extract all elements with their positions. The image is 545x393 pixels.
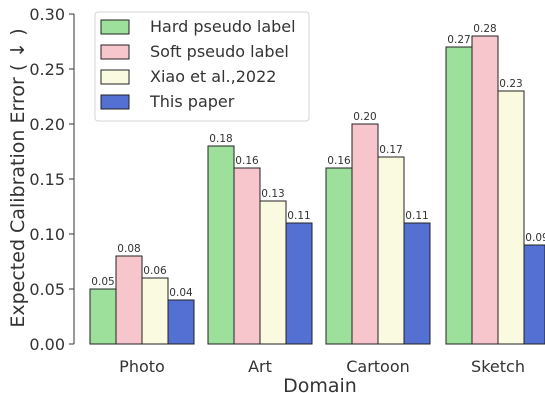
bar-art-s0	[207, 145, 235, 345]
data-label: 0.28	[473, 23, 496, 35]
bars-layer: 0.050.180.160.270.080.160.200.280.060.13…	[89, 23, 545, 345]
legend-label: Soft pseudo label	[150, 42, 289, 61]
bar-art-s1	[233, 167, 261, 345]
bar-sketch-s0	[445, 46, 473, 345]
data-label: 0.06	[143, 265, 167, 277]
legend-swatch	[100, 44, 130, 60]
data-label: 0.16	[327, 155, 351, 167]
bar-cartoon-s2	[377, 156, 405, 345]
data-label: 0.17	[379, 144, 402, 156]
x-tick-label: Sketch	[471, 357, 525, 376]
data-label: 0.18	[209, 133, 232, 145]
data-label: 0.16	[235, 155, 259, 167]
legend: Hard pseudo label Soft pseudo label Xiao e…	[94, 11, 310, 122]
x-tick-label: Cartoon	[346, 357, 410, 376]
data-label: 0.08	[117, 243, 140, 255]
bar-sketch-s1	[471, 35, 499, 345]
legend-swatch	[100, 69, 130, 85]
bar-photo-s1	[115, 255, 143, 345]
data-label: 0.20	[353, 111, 376, 123]
x-tick-label: Art	[248, 357, 272, 376]
y-axis-title: Expected Calibration Error ( ↓ )	[7, 28, 29, 327]
y-tick-label: 0.30	[29, 5, 65, 24]
legend-label: Hard pseudo label	[150, 17, 296, 36]
y-tick-label: 0.15	[29, 170, 65, 189]
data-label: 0.11	[405, 210, 428, 222]
data-label: 0.27	[447, 34, 470, 46]
data-label: 0.13	[261, 188, 284, 200]
legend-label: Xiao et al.,2022	[150, 67, 276, 86]
bar-art-s3	[285, 222, 313, 345]
y-tick-label: 0.00	[29, 335, 65, 354]
bar-photo-s3	[167, 299, 195, 345]
legend-frame	[94, 11, 310, 122]
legend-swatch	[100, 94, 130, 110]
bar-cartoon-s0	[325, 167, 353, 345]
bar-photo-s2	[141, 277, 169, 345]
bar-cartoon-s3	[403, 222, 431, 345]
bar-cartoon-s1	[351, 123, 379, 345]
bar-sketch-s3	[523, 244, 545, 345]
data-label: 0.04	[169, 287, 193, 299]
y-tick-label: 0.25	[29, 60, 65, 79]
x-axis: Photo Art Cartoon Sketch	[119, 357, 525, 376]
x-tick-label: Photo	[119, 357, 165, 376]
y-tick-label: 0.10	[29, 225, 65, 244]
y-tick-label: 0.20	[29, 115, 65, 134]
data-label: 0.05	[91, 276, 114, 288]
bar-art-s2	[259, 200, 287, 345]
data-label: 0.11	[287, 210, 310, 222]
x-axis-title: Domain	[283, 375, 357, 393]
y-tick-label: 0.05	[29, 280, 65, 299]
data-label: 0.23	[499, 78, 522, 90]
legend-swatch	[100, 19, 130, 35]
legend-label: This paper	[149, 92, 235, 111]
y-axis: 0.00 0.05 0.10 0.15 0.20 0.25 0.30	[29, 5, 75, 354]
data-label: 0.09	[525, 232, 545, 244]
bar-sketch-s2	[497, 90, 525, 345]
bar-photo-s0	[89, 288, 117, 345]
